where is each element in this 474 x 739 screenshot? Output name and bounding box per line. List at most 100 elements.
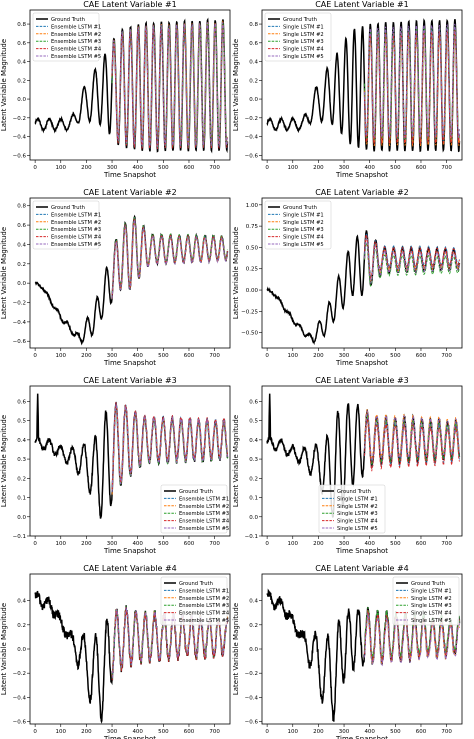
legend-label: Single LSTM #1: [337, 496, 378, 502]
y-tick-label: 0.2: [17, 623, 26, 629]
y-axis-label: Latent Variable Magnitude: [0, 603, 8, 695]
chart-panel-6: CAE Latent Variable #3 Time Snapshot Laten…: [232, 376, 463, 555]
x-tick-label: 500: [158, 353, 169, 359]
y-tick-label: 0.75: [246, 224, 259, 230]
y-tick-label: −0.1: [245, 534, 258, 540]
y-tick-label: 0.0: [17, 515, 26, 521]
y-tick-label: 0.4: [17, 60, 26, 66]
chart-panel-1: CAE Latent Variable #1 Time Snapshot Laten…: [0, 0, 231, 179]
legend-label: Single LSTM #1: [283, 24, 324, 30]
series-lstm-5-line: [364, 23, 460, 139]
legend-label: Ensemble LSTM #3: [179, 511, 229, 517]
y-tick-label: −0.6: [245, 720, 259, 726]
series-lstm-3-line: [364, 241, 460, 287]
x-tick-label: 400: [132, 353, 143, 359]
x-tick-label: 700: [441, 729, 452, 735]
y-tick-label: 0.2: [17, 262, 26, 268]
y-tick-label: 0.4: [17, 438, 26, 444]
chart-title: CAE Latent Variable #3: [315, 376, 409, 385]
series-lstm-5-line: [364, 612, 460, 667]
legend-label: Ensemble LSTM #1: [179, 496, 229, 502]
x-tick-label: 100: [56, 165, 67, 171]
y-tick-label: 0.00: [246, 288, 259, 294]
legend-label: Ground Truth: [411, 581, 445, 587]
plot-frame: [29, 9, 231, 161]
legend-box: [32, 200, 100, 250]
y-tick-label: −0.1: [13, 534, 26, 540]
chart-title: CAE Latent Variable #4: [83, 564, 177, 573]
y-tick-label: 1.00: [246, 203, 259, 209]
x-tick-label: 600: [416, 541, 427, 547]
legend-label: Ground Truth: [179, 489, 213, 495]
legend-label: Single LSTM #3: [283, 227, 324, 233]
plot-frame: [261, 197, 463, 349]
x-tick-label: 100: [288, 353, 299, 359]
y-tick-label: 0.4: [249, 438, 258, 444]
x-tick-label: 600: [184, 353, 195, 359]
y-tick-label: −0.2: [13, 671, 26, 677]
x-tick-label: 600: [416, 729, 427, 735]
legend-label: Single LSTM #5: [337, 526, 378, 532]
x-tick-label: 0: [265, 541, 269, 547]
y-axis-label: Latent Variable Magnitude: [232, 603, 240, 695]
x-tick-label: 300: [107, 353, 118, 359]
series-lstm-5-line: [111, 218, 228, 299]
y-tick-label: 0.5: [17, 419, 26, 425]
legend-label: Ensemble LSTM #3: [51, 227, 101, 233]
x-tick-label: 200: [81, 729, 92, 735]
legend-label: Ensemble LSTM #5: [51, 242, 101, 248]
legend-label: Ensemble LSTM #4: [179, 611, 230, 617]
legend-label: Single LSTM #3: [283, 39, 324, 45]
series-lstm-5-line: [364, 410, 460, 462]
x-tick-label: 300: [339, 353, 350, 359]
chart-panel-4: CAE Latent Variable #2 Time Snapshot Laten…: [232, 188, 463, 367]
legend-label: Single LSTM #1: [283, 212, 324, 218]
plot-frame: [261, 9, 463, 161]
x-tick-label: 500: [158, 729, 169, 735]
x-axis-label: Time Snapshot: [103, 735, 156, 739]
series-ground-truth-line: [266, 230, 461, 346]
x-tick-label: 200: [81, 541, 92, 547]
chart-title: CAE Latent Variable #4: [315, 564, 409, 573]
y-tick-label: 0.6: [17, 41, 26, 47]
legend-label: Ensemble LSTM #2: [179, 596, 229, 602]
legend-label: Single LSTM #3: [337, 511, 378, 517]
legend-label: Ensemble LSTM #4: [51, 47, 102, 53]
series-lstm-4-line: [364, 233, 460, 279]
y-tick-label: 0.8: [17, 204, 26, 210]
legend-box: [264, 12, 332, 62]
x-tick-label: 0: [33, 165, 37, 171]
x-tick-label: 200: [81, 353, 92, 359]
x-tick-label: 600: [416, 165, 427, 171]
y-tick-label: −0.4: [245, 135, 259, 141]
y-tick-label: −0.4: [13, 320, 27, 326]
y-tick-label: −0.6: [13, 720, 27, 726]
legend-label: Ensemble LSTM #5: [51, 54, 101, 60]
legend-label: Single LSTM #4: [283, 47, 324, 53]
legend-label: Single LSTM #1: [411, 588, 452, 594]
x-tick-label: 200: [313, 353, 324, 359]
y-tick-label: 0.8: [17, 22, 26, 28]
x-tick-label: 500: [390, 541, 401, 547]
x-tick-label: 300: [339, 165, 350, 171]
y-tick-label: −0.25: [241, 309, 258, 315]
chart-title: CAE Latent Variable #1: [83, 0, 177, 9]
legend-label: Ensemble LSTM #4: [51, 235, 102, 241]
y-tick-label: 0.2: [17, 476, 26, 482]
x-tick-label: 600: [184, 729, 195, 735]
x-tick-label: 200: [81, 165, 92, 171]
chart-panel-7: CAE Latent Variable #4 Time Snapshot Laten…: [0, 564, 231, 739]
legend-box: [264, 200, 332, 250]
x-tick-label: 400: [364, 353, 375, 359]
series-lstm-4-line: [111, 401, 228, 491]
y-tick-label: 0.4: [249, 599, 258, 605]
legend-box: [318, 484, 386, 534]
x-tick-label: 0: [33, 353, 37, 359]
x-tick-label: 200: [313, 541, 324, 547]
y-tick-label: 0.4: [17, 599, 26, 605]
y-axis-label: Latent Variable Magnitude: [0, 227, 8, 319]
x-tick-label: 0: [33, 729, 37, 735]
